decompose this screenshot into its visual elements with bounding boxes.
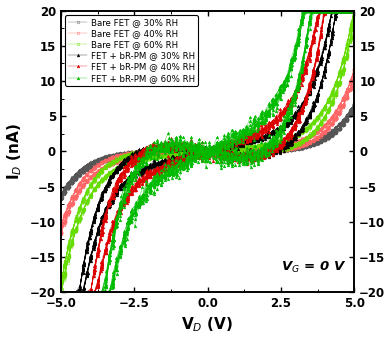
FET + bR-PM @ 30% RH bbox=[190, 154, 194, 158]
Bare FET @ 40% RH bbox=[248, 147, 253, 151]
Bare FET @ 40% RH bbox=[319, 128, 323, 132]
FET + bR-PM @ 30% RH bbox=[59, 290, 63, 294]
FET + bR-PM @ 60% RH bbox=[259, 114, 264, 118]
Bare FET @ 30% RH bbox=[259, 147, 264, 151]
Bare FET @ 40% RH bbox=[59, 231, 63, 235]
Bare FET @ 30% RH bbox=[59, 196, 64, 200]
FET + bR-PM @ 60% RH bbox=[352, 8, 357, 13]
Bare FET @ 40% RH bbox=[188, 151, 193, 155]
Bare FET @ 40% RH bbox=[233, 147, 238, 151]
FET + bR-PM @ 40% RH bbox=[323, 8, 328, 13]
Bare FET @ 40% RH bbox=[259, 145, 264, 149]
FET + bR-PM @ 30% RH bbox=[352, 8, 357, 13]
FET + bR-PM @ 40% RH bbox=[234, 139, 239, 143]
Bare FET @ 60% RH bbox=[260, 143, 265, 148]
Bare FET @ 30% RH bbox=[188, 150, 193, 154]
FET + bR-PM @ 60% RH bbox=[304, 8, 308, 13]
FET + bR-PM @ 60% RH bbox=[322, 8, 326, 13]
Bare FET @ 60% RH bbox=[248, 144, 253, 149]
FET + bR-PM @ 40% RH bbox=[59, 290, 63, 294]
FET + bR-PM @ 30% RH bbox=[330, 8, 335, 13]
Bare FET @ 60% RH bbox=[352, 8, 356, 13]
Line: FET + bR-PM @ 60% RH: FET + bR-PM @ 60% RH bbox=[60, 9, 356, 294]
Line: FET + bR-PM @ 30% RH: FET + bR-PM @ 30% RH bbox=[59, 9, 356, 294]
FET + bR-PM @ 30% RH bbox=[237, 138, 242, 142]
X-axis label: V$_D$ (V): V$_D$ (V) bbox=[181, 316, 234, 335]
FET + bR-PM @ 60% RH bbox=[188, 157, 193, 161]
Bare FET @ 60% RH bbox=[233, 146, 238, 150]
FET + bR-PM @ 40% RH bbox=[259, 128, 264, 132]
Bare FET @ 60% RH bbox=[189, 152, 194, 156]
FET + bR-PM @ 30% RH bbox=[319, 57, 323, 61]
FET + bR-PM @ 60% RH bbox=[233, 131, 238, 135]
Bare FET @ 30% RH bbox=[352, 102, 357, 106]
FET + bR-PM @ 60% RH bbox=[248, 130, 252, 134]
Bare FET @ 60% RH bbox=[59, 290, 63, 294]
FET + bR-PM @ 40% RH bbox=[189, 155, 194, 159]
FET + bR-PM @ 30% RH bbox=[259, 133, 264, 137]
FET + bR-PM @ 40% RH bbox=[237, 141, 242, 145]
Bare FET @ 60% RH bbox=[318, 112, 323, 116]
FET + bR-PM @ 30% RH bbox=[248, 138, 253, 142]
Bare FET @ 30% RH bbox=[233, 148, 238, 152]
Bare FET @ 30% RH bbox=[319, 136, 324, 140]
FET + bR-PM @ 40% RH bbox=[319, 8, 323, 13]
Text: V$_G$ = 0 V: V$_G$ = 0 V bbox=[281, 260, 346, 275]
Line: Bare FET @ 40% RH: Bare FET @ 40% RH bbox=[59, 69, 356, 235]
FET + bR-PM @ 30% RH bbox=[233, 140, 238, 144]
FET + bR-PM @ 60% RH bbox=[236, 138, 241, 142]
Line: FET + bR-PM @ 40% RH: FET + bR-PM @ 40% RH bbox=[59, 9, 356, 294]
FET + bR-PM @ 40% RH bbox=[352, 8, 357, 13]
Bare FET @ 30% RH bbox=[236, 148, 241, 152]
Bare FET @ 40% RH bbox=[237, 147, 242, 151]
Bare FET @ 60% RH bbox=[237, 146, 242, 150]
Legend: Bare FET @ 30% RH, Bare FET @ 40% RH, Bare FET @ 60% RH, FET + bR-PM @ 30% RH, F: Bare FET @ 30% RH, Bare FET @ 40% RH, Ba… bbox=[65, 15, 198, 86]
Bare FET @ 30% RH bbox=[248, 148, 253, 152]
Y-axis label: I$_D$ (nA): I$_D$ (nA) bbox=[5, 123, 24, 180]
FET + bR-PM @ 60% RH bbox=[59, 290, 64, 294]
Bare FET @ 40% RH bbox=[352, 68, 357, 72]
FET + bR-PM @ 40% RH bbox=[248, 135, 252, 139]
Line: Bare FET @ 30% RH: Bare FET @ 30% RH bbox=[60, 103, 356, 199]
Line: Bare FET @ 60% RH: Bare FET @ 60% RH bbox=[59, 9, 355, 294]
